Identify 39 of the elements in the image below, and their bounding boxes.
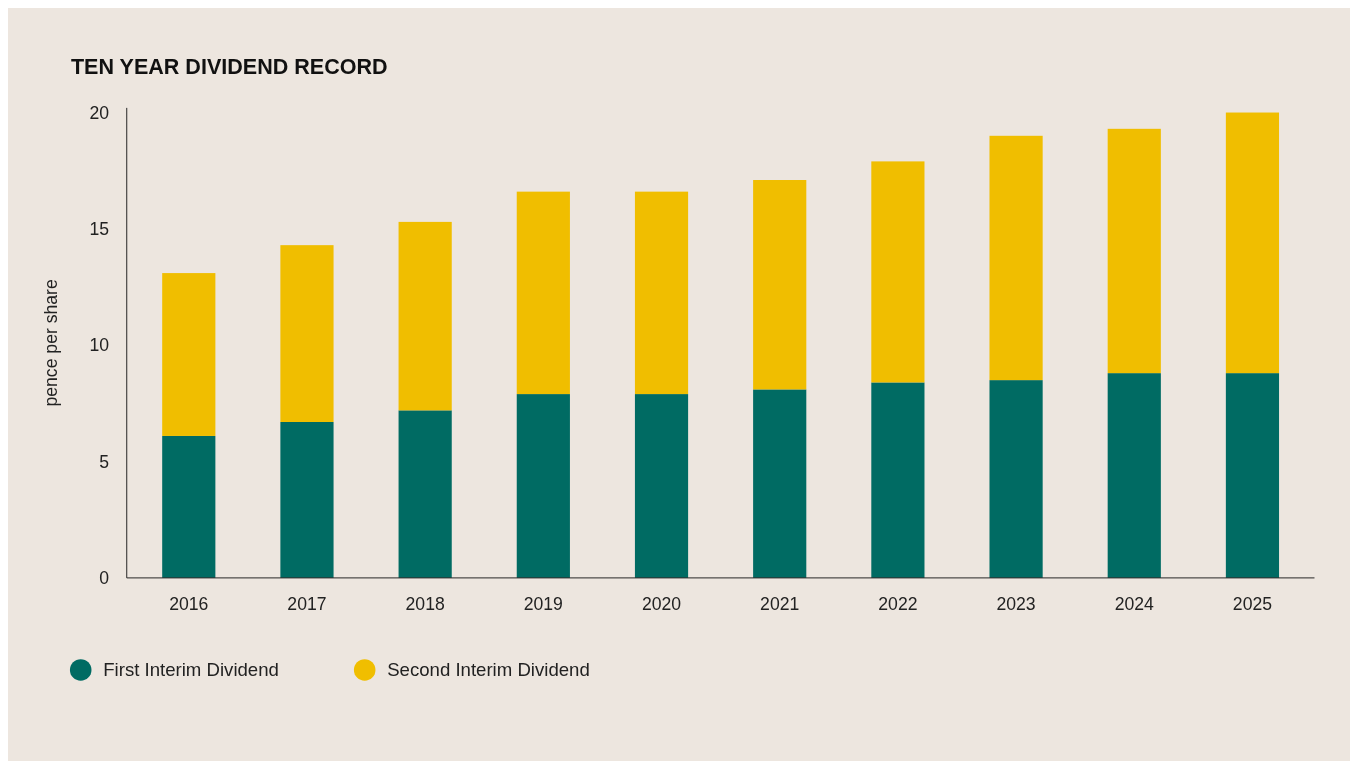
bar [398,221,452,411]
bar [1107,373,1161,578]
bar [280,245,334,422]
x-tick-label: 2020 [641,594,682,615]
x-tick-label: 2016 [169,594,209,615]
x-tick-label: 2023 [996,594,1036,615]
bar [1225,112,1280,374]
bar [634,394,689,578]
bar [871,161,925,383]
bar [871,382,925,578]
x-tick-label: 2018 [405,594,445,615]
x-tick-label: 2021 [760,594,800,615]
bar [516,191,570,395]
y-tick-label: 0 [99,568,110,589]
legend-label: First Interim Dividend [103,659,279,681]
y-tick-label: 5 [99,451,110,472]
bar [989,135,1043,381]
y-axis-title: pence per share [41,279,62,407]
bar [280,422,334,578]
bar [1107,128,1161,374]
bar [162,435,216,578]
bar [753,180,807,390]
y-tick-label: 20 [89,102,110,123]
x-tick-label: 2019 [523,594,563,615]
x-tick-label: 2022 [878,594,918,615]
bar [516,394,570,578]
x-tick-label: 2024 [1114,594,1155,615]
x-tick-label: 2017 [287,594,327,615]
y-tick-label: 10 [89,335,110,356]
y-tick-label: 15 [89,219,110,240]
chart-title: TEN YEAR DIVIDEND RECORD [70,54,388,79]
bar [1225,373,1280,578]
bar [634,191,689,395]
bar [162,273,216,436]
bar [753,389,807,578]
x-tick-label: 2025 [1232,594,1273,615]
bar [398,410,452,578]
legend-label: Second Interim Dividend [387,659,590,681]
bar [989,380,1043,578]
